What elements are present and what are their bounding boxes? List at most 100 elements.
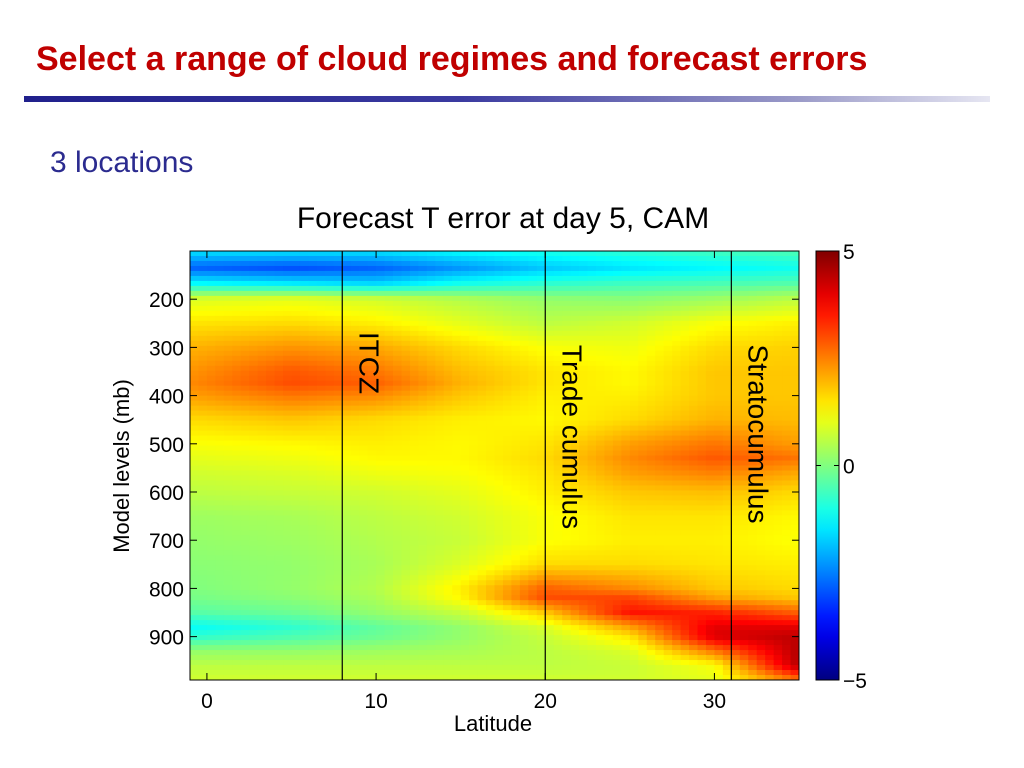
heatmap-cell	[376, 565, 386, 571]
heatmap-cell	[621, 295, 631, 302]
heatmap-cell	[198, 265, 208, 272]
heatmap-cell	[621, 435, 631, 442]
heatmap-cell	[689, 535, 699, 541]
heatmap-cell	[342, 260, 352, 267]
heatmap-cell	[765, 545, 775, 551]
heatmap-cell	[283, 375, 293, 382]
heatmap-cell	[494, 545, 504, 551]
heatmap-cell	[562, 505, 572, 511]
heatmap-cell	[511, 495, 521, 502]
heatmap-cell	[545, 325, 555, 332]
heatmap-cell	[782, 295, 792, 302]
heatmap-cell	[435, 300, 445, 307]
heatmap-cell	[570, 370, 580, 377]
heatmap-cell	[452, 365, 462, 372]
heatmap-cell	[604, 445, 614, 452]
heatmap-cell	[722, 465, 732, 472]
heatmap-cell	[705, 390, 716, 397]
heatmap-cell	[689, 370, 699, 377]
heatmap-cell	[342, 420, 352, 427]
heatmap-cell	[376, 290, 386, 297]
heatmap-cell	[604, 570, 614, 576]
heatmap-cell	[257, 480, 267, 487]
heatmap-cell	[291, 520, 301, 526]
heatmap-cell	[452, 500, 462, 507]
heatmap-cell	[562, 325, 572, 332]
heatmap-cell	[190, 590, 200, 596]
heatmap-cell	[266, 515, 276, 521]
heatmap-cell	[528, 535, 538, 541]
heatmap-cell	[596, 370, 606, 377]
heatmap-cell	[299, 580, 310, 586]
heatmap-cell	[486, 470, 496, 477]
heatmap-cell	[519, 265, 529, 272]
heatmap-cell	[587, 320, 597, 327]
heatmap-cell	[486, 515, 496, 521]
heatmap-cell	[486, 275, 496, 282]
heatmap-cell	[477, 420, 487, 427]
heatmap-cell	[536, 480, 546, 487]
heatmap-cell	[291, 550, 301, 556]
heatmap-cell	[562, 350, 572, 357]
heatmap-cell	[596, 520, 606, 526]
heatmap-cell	[638, 585, 648, 591]
heatmap-cell	[773, 585, 783, 591]
heatmap-cell	[511, 485, 521, 492]
heatmap-cell	[367, 505, 377, 511]
heatmap-cell	[519, 305, 529, 312]
heatmap-cell	[562, 420, 572, 427]
heatmap-cell	[333, 595, 343, 601]
heatmap-cell	[680, 505, 690, 511]
heatmap-cell	[376, 325, 386, 332]
heatmap-cell	[782, 285, 792, 292]
heatmap-cell	[494, 550, 504, 556]
heatmap-cell	[359, 570, 369, 576]
heatmap-cell	[460, 325, 470, 332]
heatmap-cell	[494, 295, 504, 302]
heatmap-cell	[266, 465, 276, 472]
heatmap-cell	[409, 585, 419, 591]
heatmap-cell	[206, 315, 216, 322]
heatmap-cell	[621, 305, 631, 312]
heatmap-cell	[697, 255, 707, 262]
heatmap-cell	[190, 500, 200, 507]
heatmap-cell	[697, 540, 707, 546]
heatmap-cell	[316, 400, 326, 407]
heatmap-cell	[587, 275, 597, 282]
heatmap-cell	[486, 440, 496, 447]
heatmap-cell	[663, 345, 673, 352]
heatmap-cell	[206, 530, 216, 536]
heatmap-cell	[629, 500, 639, 507]
heatmap-cell	[714, 410, 724, 417]
heatmap-cell	[240, 580, 250, 586]
heatmap-cell	[486, 550, 496, 556]
heatmap-cell	[350, 365, 360, 372]
heatmap-cell	[587, 300, 597, 307]
heatmap-cell	[308, 580, 318, 586]
heatmap-cell	[697, 485, 707, 492]
heatmap-cell	[198, 505, 208, 511]
heatmap-cell	[731, 580, 741, 586]
heatmap-cell	[401, 515, 411, 521]
heatmap-cell	[452, 435, 462, 442]
heatmap-cell	[545, 265, 555, 272]
heatmap-cell	[553, 410, 563, 417]
heatmap-cell	[655, 385, 665, 392]
heatmap-cell	[748, 520, 758, 526]
heatmap-cell	[384, 285, 394, 292]
heatmap-cell	[460, 285, 470, 292]
heatmap-cell	[376, 285, 386, 292]
heatmap-cell	[655, 470, 665, 477]
heatmap-cell	[206, 360, 216, 367]
heatmap-cell	[257, 425, 267, 432]
heatmap-cell	[579, 450, 589, 457]
heatmap-cell	[274, 545, 284, 551]
heatmap-cell	[223, 375, 233, 382]
heatmap-cell	[206, 565, 216, 571]
heatmap-cell	[384, 455, 394, 462]
heatmap-cell	[596, 585, 606, 591]
heatmap-cell	[401, 485, 411, 492]
heatmap-cell	[638, 520, 648, 526]
heatmap-cell	[756, 395, 766, 402]
heatmap-cell	[528, 265, 538, 272]
